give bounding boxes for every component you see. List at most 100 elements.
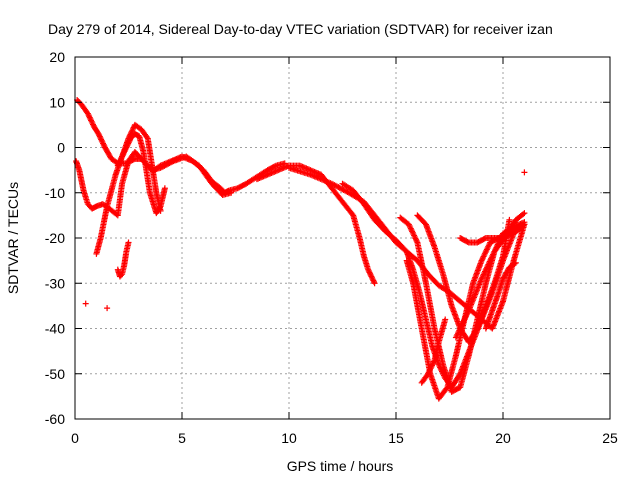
data-point [86, 114, 93, 121]
data-point [100, 140, 107, 147]
series-arc-5 [114, 239, 132, 280]
data-point [407, 225, 414, 232]
series-arc-13 [452, 210, 528, 341]
data-point [336, 184, 343, 191]
data-point [366, 269, 373, 276]
data-point [411, 232, 418, 239]
data-point [95, 130, 102, 137]
data-point [98, 137, 105, 144]
y-tick-label: 20 [49, 49, 65, 65]
series-arc-6 [253, 162, 378, 287]
plot-points [73, 96, 528, 402]
data-point [409, 229, 416, 236]
y-tick-label: 0 [57, 140, 65, 156]
data-point [479, 254, 486, 261]
x-tick-label: 15 [388, 430, 404, 446]
y-tick-label: -20 [45, 230, 65, 246]
data-point [481, 252, 488, 259]
data-point [506, 216, 513, 223]
data-point [87, 115, 94, 122]
data-point [370, 277, 377, 284]
data-point [406, 222, 413, 229]
data-point [343, 188, 350, 195]
data-point [328, 180, 335, 187]
data-point [169, 158, 176, 165]
data-point [413, 236, 420, 243]
data-point [485, 243, 492, 250]
data-point [367, 270, 374, 277]
data-point [88, 117, 95, 124]
data-point [407, 224, 414, 231]
data-point [427, 366, 434, 373]
x-tick-label: 5 [178, 430, 186, 446]
data-point [483, 247, 490, 254]
data-point [521, 221, 528, 228]
data-point [413, 238, 420, 245]
data-point [430, 359, 437, 366]
data-point [98, 136, 105, 143]
data-point [473, 326, 480, 333]
data-point [425, 369, 432, 376]
data-point [478, 257, 485, 264]
data-point [442, 316, 449, 323]
data-point [97, 134, 104, 141]
data-point [367, 272, 374, 279]
data-point [429, 361, 436, 368]
data-point [331, 182, 338, 189]
data-point [101, 143, 108, 150]
data-point [409, 228, 416, 235]
data-point [481, 235, 488, 242]
data-point [410, 231, 417, 238]
x-axis-label: GPS time / hours [287, 458, 394, 474]
data-point [481, 250, 488, 257]
x-tick-label: 25 [602, 430, 618, 446]
data-point [443, 385, 450, 392]
y-tick-label: 10 [49, 94, 65, 110]
data-point [143, 134, 150, 141]
grid [75, 57, 610, 419]
y-tick-label: -10 [45, 185, 65, 201]
data-point [369, 274, 376, 281]
data-point [427, 365, 434, 372]
data-point [408, 226, 415, 233]
y-tick-label: -40 [45, 321, 65, 337]
data-point [330, 181, 337, 188]
data-point [428, 362, 435, 369]
data-point [483, 246, 490, 253]
chart-title: Day 279 of 2014, Sidereal Day-to-day VTE… [48, 21, 553, 37]
data-point [405, 221, 412, 228]
data-point [464, 238, 471, 245]
data-point [128, 128, 135, 135]
series-arc-12 [457, 221, 528, 246]
y-tick-label: -60 [45, 411, 65, 427]
data-point [411, 233, 418, 240]
data-point [156, 204, 163, 211]
data-point [425, 370, 432, 377]
data-point [412, 235, 419, 242]
series-arc-14 [482, 259, 519, 332]
data-point [340, 186, 347, 193]
data-point [426, 368, 433, 375]
data-point [129, 127, 136, 134]
data-point [482, 249, 489, 256]
data-point [520, 222, 527, 229]
series-arc-3 [93, 121, 164, 257]
data-point [88, 118, 95, 125]
data-point [84, 110, 91, 117]
data-point [271, 163, 278, 170]
x-tick-label: 20 [495, 430, 511, 446]
data-point [479, 256, 486, 263]
data-point [430, 358, 437, 365]
data-point [365, 266, 372, 273]
data-point [521, 210, 528, 217]
data-point [99, 139, 106, 146]
data-point [369, 276, 376, 283]
data-point [86, 113, 93, 120]
data-point [365, 268, 372, 275]
x-tick-label: 10 [281, 430, 297, 446]
data-point [228, 189, 235, 196]
data-point [96, 132, 103, 139]
data-point [129, 125, 136, 132]
data-point [335, 184, 342, 191]
